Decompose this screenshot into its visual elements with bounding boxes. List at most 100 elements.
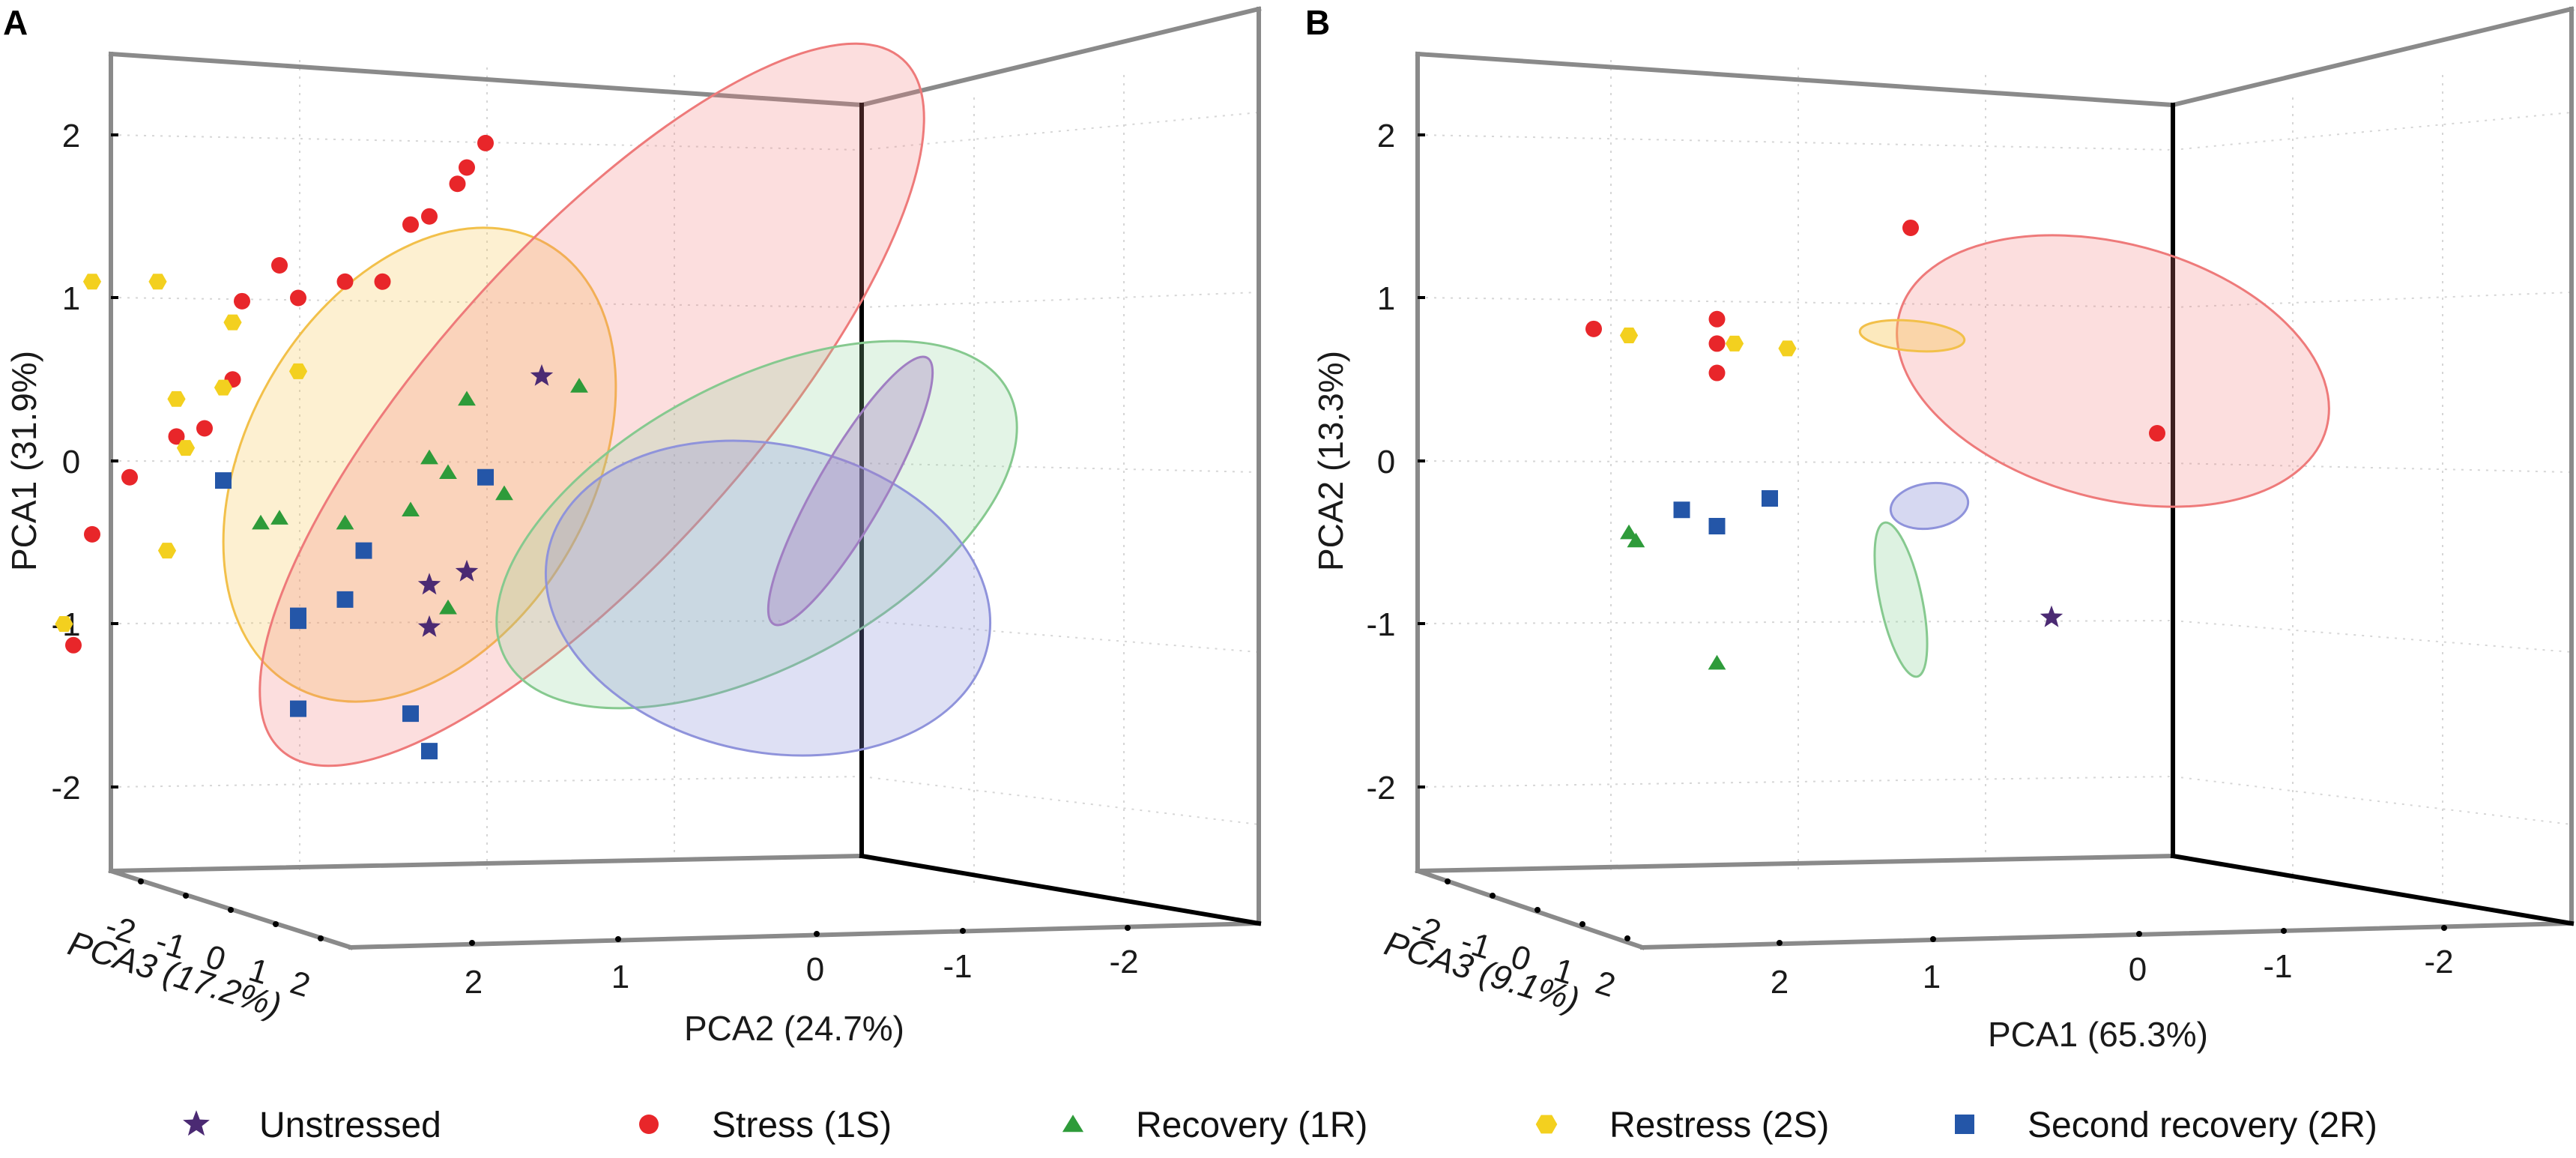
a-ztick-2: 0 [62,444,80,480]
b-point-unstressed-0 [2040,605,2063,627]
a-point-restress-4 [288,363,308,379]
b-point-second_recovery-0 [1762,490,1778,507]
panel-a-z-ticks: 2 1 0 -1 -2 [51,118,118,806]
a-point-stress-13 [121,468,138,486]
a-point-stress-5 [374,273,391,290]
a-point-recovery-7 [570,378,588,393]
a-xtick-2: 0 [806,951,824,988]
panel-a-x-ticks: 2 1 0 -1 -2 [465,925,1139,1001]
ellipse-stress-b [1896,234,2330,508]
panel-b-z-ticks: 2 1 0 -1 -2 [1366,118,1425,806]
b-point-stress-3 [1708,335,1726,352]
panel-a-marks [55,134,588,760]
b-point-restress-1 [1725,335,1744,352]
a-point-stress-8 [271,257,288,274]
b-ytick-4: 2 [1591,964,1620,1004]
panel-b-marks [1585,219,2165,670]
b-point-stress-5 [2149,425,2165,442]
b-point-stress-2 [1585,320,1602,337]
b-xtick-0: 2 [1771,964,1789,1001]
a-point-second_recovery-7 [402,705,419,723]
b-point-stress-0 [1902,219,1919,236]
b-point-stress-1 [1708,310,1726,328]
ellipse-second-recovery-b [1889,481,1970,531]
a-point-recovery-6 [252,514,270,530]
b-xtick-3: -1 [2263,948,2292,985]
ellipse-second-recovery-a [544,439,992,757]
panel-a: A [3,3,1262,1048]
b-point-recovery-0 [1620,524,1638,540]
panel-b-x-ticks: 2 1 0 -1 -2 [1771,925,2454,1001]
legend-label-restress: Restress (2S) [1609,1106,1829,1145]
a-z-axis-title: PCA1 (31.9%) [4,351,43,571]
a-point-unstressed-1 [417,573,441,595]
a-point-stress-3 [421,208,438,225]
a-ztick-4: -2 [51,770,80,806]
a-point-stress-7 [290,289,306,307]
a-point-restress-5 [167,390,186,407]
a-point-recovery-9 [439,599,457,615]
a-point-unstressed-0 [530,364,554,386]
a-xtick-1: 1 [611,959,629,995]
b-point-recovery-1 [1627,532,1645,548]
a-point-recovery-3 [402,501,420,516]
a-point-restress-2 [223,314,242,331]
a-point-restress-1 [148,274,167,290]
a-point-second_recovery-3 [336,591,354,608]
a-point-stress-11 [196,420,213,437]
b-xtick-2: 0 [2129,951,2147,988]
a-point-restress-8 [55,616,73,632]
a-point-second_recovery-8 [421,743,438,760]
a-point-unstressed-2 [455,559,479,582]
a-ztick-1: 1 [62,280,80,317]
a-point-restress-3 [214,379,233,396]
a-point-stress-4 [402,216,419,233]
a-xtick-3: -1 [943,948,972,985]
a-point-stress-14 [84,525,100,543]
panel-b-frame [1415,6,2575,950]
a-point-restress-6 [176,440,196,456]
b-point-restress-0 [1619,328,1639,343]
a-point-recovery-1 [420,449,438,465]
b-ztick-3: -1 [1366,606,1395,643]
legend-marker-second_recovery [1955,1115,1974,1134]
b-ztick-4: -2 [1366,770,1395,806]
legend-marker-stress [639,1115,659,1134]
b-x-axis-title: PCA1 (65.3%) [1988,1015,2208,1054]
legend-marker-restress [1535,1115,1558,1134]
a-point-second_recovery-2 [355,542,372,559]
a-point-second_recovery-6 [290,700,306,717]
legend-label-second_recovery: Second recovery (2R) [2028,1106,2377,1145]
panel-b-gridlines [1417,60,2572,907]
a-point-second_recovery-5 [290,612,306,630]
panel-a-ellipses [222,42,1018,768]
a-ztick-0: 2 [62,118,80,154]
ellipse-recovery-b [1873,521,1929,678]
panel-b-ellipses [1858,234,2330,678]
b-ztick-1: 1 [1377,280,1395,317]
b-xtick-1: 1 [1923,959,1941,995]
b-xtick-4: -2 [2424,944,2453,980]
ellipse-unstressed-a [767,355,934,627]
legend-label-recovery: Recovery (1R) [1136,1106,1367,1145]
a-point-second_recovery-0 [215,472,232,489]
b-point-stress-4 [1708,364,1726,382]
b-point-recovery-2 [1708,654,1726,670]
panel-b: B [1305,3,2575,1054]
a-point-second_recovery-1 [477,468,494,486]
b-ztick-2: 0 [1377,444,1395,480]
a-point-stress-2 [449,175,466,193]
a-point-restress-7 [157,543,177,559]
a-xtick-4: -2 [1109,944,1138,980]
a-point-stress-6 [336,273,354,290]
b-point-second_recovery-2 [1708,518,1726,534]
ellipse-restress-a [222,226,617,703]
legend-label-unstressed: Unstressed [259,1106,441,1145]
a-point-recovery-8 [495,485,513,501]
a-x-axis-title: PCA2 (24.7%) [684,1009,904,1048]
legend-label-stress: Stress (1S) [712,1106,892,1145]
a-xtick-0: 2 [465,964,483,1001]
panel-b-letter: B [1305,3,1330,42]
panel-b-y-ticks: -2 -1 0 1 2 [1406,878,1630,1004]
b-ztick-0: 2 [1377,118,1395,154]
